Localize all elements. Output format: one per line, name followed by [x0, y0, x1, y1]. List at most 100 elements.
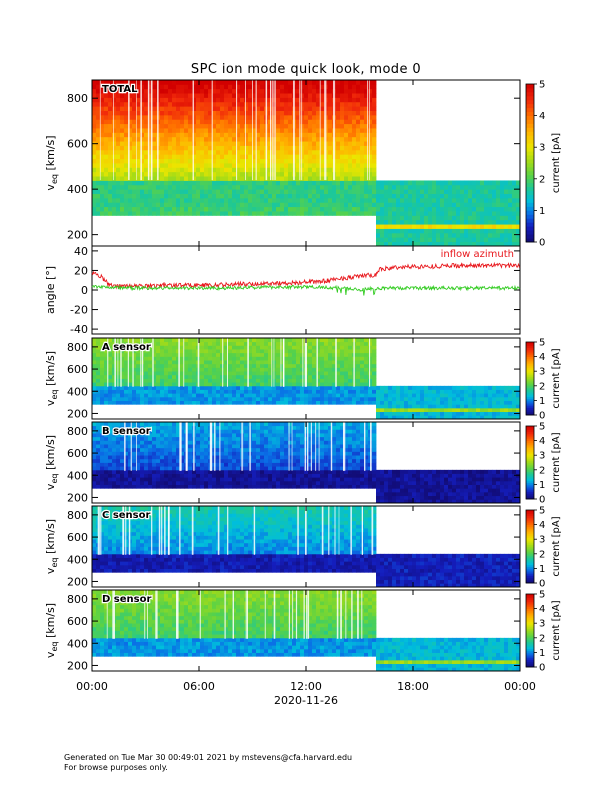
y-tick-label-B-200: 200 [67, 491, 88, 504]
y-axis-label-C: veq [km/s] [44, 519, 59, 574]
colorbar-tick-label-C-3: 3 [539, 535, 545, 546]
angle-y-axis-label: angle [°] [44, 266, 57, 314]
panel-label-C: C sensor [102, 510, 150, 521]
y-tick-label-C-600: 600 [67, 531, 88, 544]
y-tick-label-A-800: 800 [67, 341, 88, 354]
spectrogram-cells-total [92, 80, 521, 247]
colorbar-tick-label-C-4: 4 [539, 520, 545, 531]
angle-series-inflow-elevation [91, 283, 521, 296]
colorbar-tick-label-D-5: 5 [539, 590, 545, 601]
data-gap-streaks-B [124, 422, 372, 471]
colorbar-label-D: current [pA] [551, 600, 562, 660]
footer-generated: Generated on Tue Mar 30 00:49:01 2021 by… [64, 753, 353, 762]
colorbar-tick-label-A-1: 1 [539, 396, 545, 407]
colorbar-label-total: current [pA] [551, 133, 562, 193]
colorbar-tick-label-B-5: 5 [539, 422, 545, 433]
colorbar-frame-total [525, 83, 535, 243]
colorbar-C: 0 1 2 3 4 5 current [pA] [525, 506, 562, 590]
angle-y-tick-label-0: 0 [81, 284, 88, 297]
angle-y-tick-label-40: 40 [74, 245, 88, 258]
y-tick-label-total-800: 800 [67, 92, 88, 105]
spectrogram-cells-C [92, 506, 521, 588]
y-tick-label-B-600: 600 [67, 447, 88, 460]
colorbar-frame-B [525, 425, 535, 500]
colorbar-tick-label-B-1: 1 [539, 480, 545, 491]
panel-A: 200 400 600 800 veq [km/s] A sensor 0 1 2 3 4 5 curr… [44, 337, 562, 422]
colorbar-label-C: current [pA] [551, 516, 562, 576]
colorbar-tick-label-D-4: 4 [539, 604, 545, 615]
colorbar-B: 0 1 2 3 4 5 current [pA] [525, 422, 562, 506]
angle-y-tick-label--20: -20 [70, 304, 88, 317]
colorbar-A: 0 1 2 3 4 5 current [pA] [525, 338, 562, 422]
data-gap-streaks-D [106, 590, 363, 639]
y-tick-label-total-400: 400 [67, 183, 88, 196]
colorbar-tick-label-B-4: 4 [539, 436, 545, 447]
colorbar-label-B: current [pA] [551, 432, 562, 492]
y-tick-label-C-200: 200 [67, 575, 88, 588]
footer-browse-note: For browse purposes only. [64, 763, 168, 772]
colorbar-tick-label-total-3: 3 [539, 143, 545, 154]
colorbar-tick-label-D-0: 0 [539, 663, 545, 674]
colorbar-tick-label-A-0: 0 [539, 411, 545, 422]
data-gap-streaks-total [99, 80, 370, 181]
spectrogram-cells-B [92, 422, 521, 504]
panel-frame-angle [91, 245, 521, 335]
y-axis-label-B: veq [km/s] [44, 435, 59, 490]
colorbar-total: 0 1 2 3 4 5 current [pA] [525, 80, 562, 249]
time-tick-label-18: 18:00 [397, 680, 429, 693]
colorbar-tick-label-B-0: 0 [539, 495, 545, 506]
y-tick-label-total-200: 200 [67, 229, 88, 242]
angle-y-tick-label--40: -40 [70, 323, 88, 336]
y-tick-label-D-800: 800 [67, 593, 88, 606]
y-tick-label-A-600: 600 [67, 363, 88, 376]
y-axis-label-A: veq [km/s] [44, 351, 59, 406]
colorbar-tick-label-A-5: 5 [539, 338, 545, 349]
panel-label-total: TOTAL [102, 84, 138, 95]
date-label: 2020-11-26 [274, 694, 338, 707]
colorbar-tick-label-total-1: 1 [539, 206, 545, 217]
colorbar-tick-label-B-2: 2 [539, 465, 545, 476]
colorbar-tick-label-C-0: 0 [539, 579, 545, 590]
colorbar-tick-label-total-4: 4 [539, 111, 545, 122]
time-tick-label-12: 12:00 [290, 680, 322, 693]
panel-label-D: D sensor [102, 594, 151, 605]
colorbar-D: 0 1 2 3 4 5 current [pA] [525, 590, 562, 674]
y-tick-label-B-400: 400 [67, 469, 88, 482]
colorbar-tick-label-C-5: 5 [539, 506, 545, 517]
footer: Generated on Tue Mar 30 00:49:01 2021 by… [64, 753, 352, 773]
panel-label-A: A sensor [102, 342, 151, 353]
y-tick-label-A-400: 400 [67, 385, 88, 398]
y-tick-label-B-800: 800 [67, 425, 88, 438]
colorbar-tick-label-C-1: 1 [539, 564, 545, 575]
colorbar-frame-A [525, 341, 535, 416]
colorbar-frame-C [525, 509, 535, 584]
y-tick-label-C-400: 400 [67, 553, 88, 566]
data-gap-streaks-A [107, 338, 371, 387]
time-tick-label-6: 06:00 [183, 680, 215, 693]
angle-legend: inflow azimuth [441, 249, 514, 260]
angle-y-tick-label-20: 20 [74, 264, 88, 277]
colorbar-label-A: current [pA] [551, 348, 562, 408]
colorbar-tick-label-D-1: 1 [539, 648, 545, 659]
time-tick-label-24: 00:00 [504, 680, 536, 693]
colorbar-tick-label-C-2: 2 [539, 549, 545, 560]
y-tick-label-A-200: 200 [67, 407, 88, 420]
colorbar-tick-label-A-2: 2 [539, 381, 545, 392]
panel-D: 200 400 600 800 veq [km/s] D sensor 0 1 2 3 4 5 curr… [44, 589, 562, 674]
y-tick-label-D-200: 200 [67, 659, 88, 672]
y-tick-label-total-600: 600 [67, 138, 88, 151]
colorbar-tick-label-total-0: 0 [539, 238, 545, 249]
colorbar-tick-label-B-3: 3 [539, 451, 545, 462]
panel-total: 200 400 600 800 veq [km/s] TOTAL 0 1 2 3 4 5 current… [44, 79, 562, 249]
angle-series-inflow-azimuth [91, 261, 521, 290]
panel-label-B: B sensor [102, 426, 151, 437]
y-tick-label-D-400: 400 [67, 637, 88, 650]
colorbar-tick-label-total-5: 5 [539, 80, 545, 91]
colorbar-tick-label-total-2: 2 [539, 174, 545, 185]
time-axis: 00:00 06:00 12:00 18:00 00:00 2020-11-26 [76, 680, 536, 707]
panel-C: 200 400 600 800 veq [km/s] C sensor 0 1 2 3 4 5 curr… [44, 505, 562, 590]
data-gap-streaks-C [97, 506, 374, 555]
colorbar-frame-D [525, 593, 535, 668]
